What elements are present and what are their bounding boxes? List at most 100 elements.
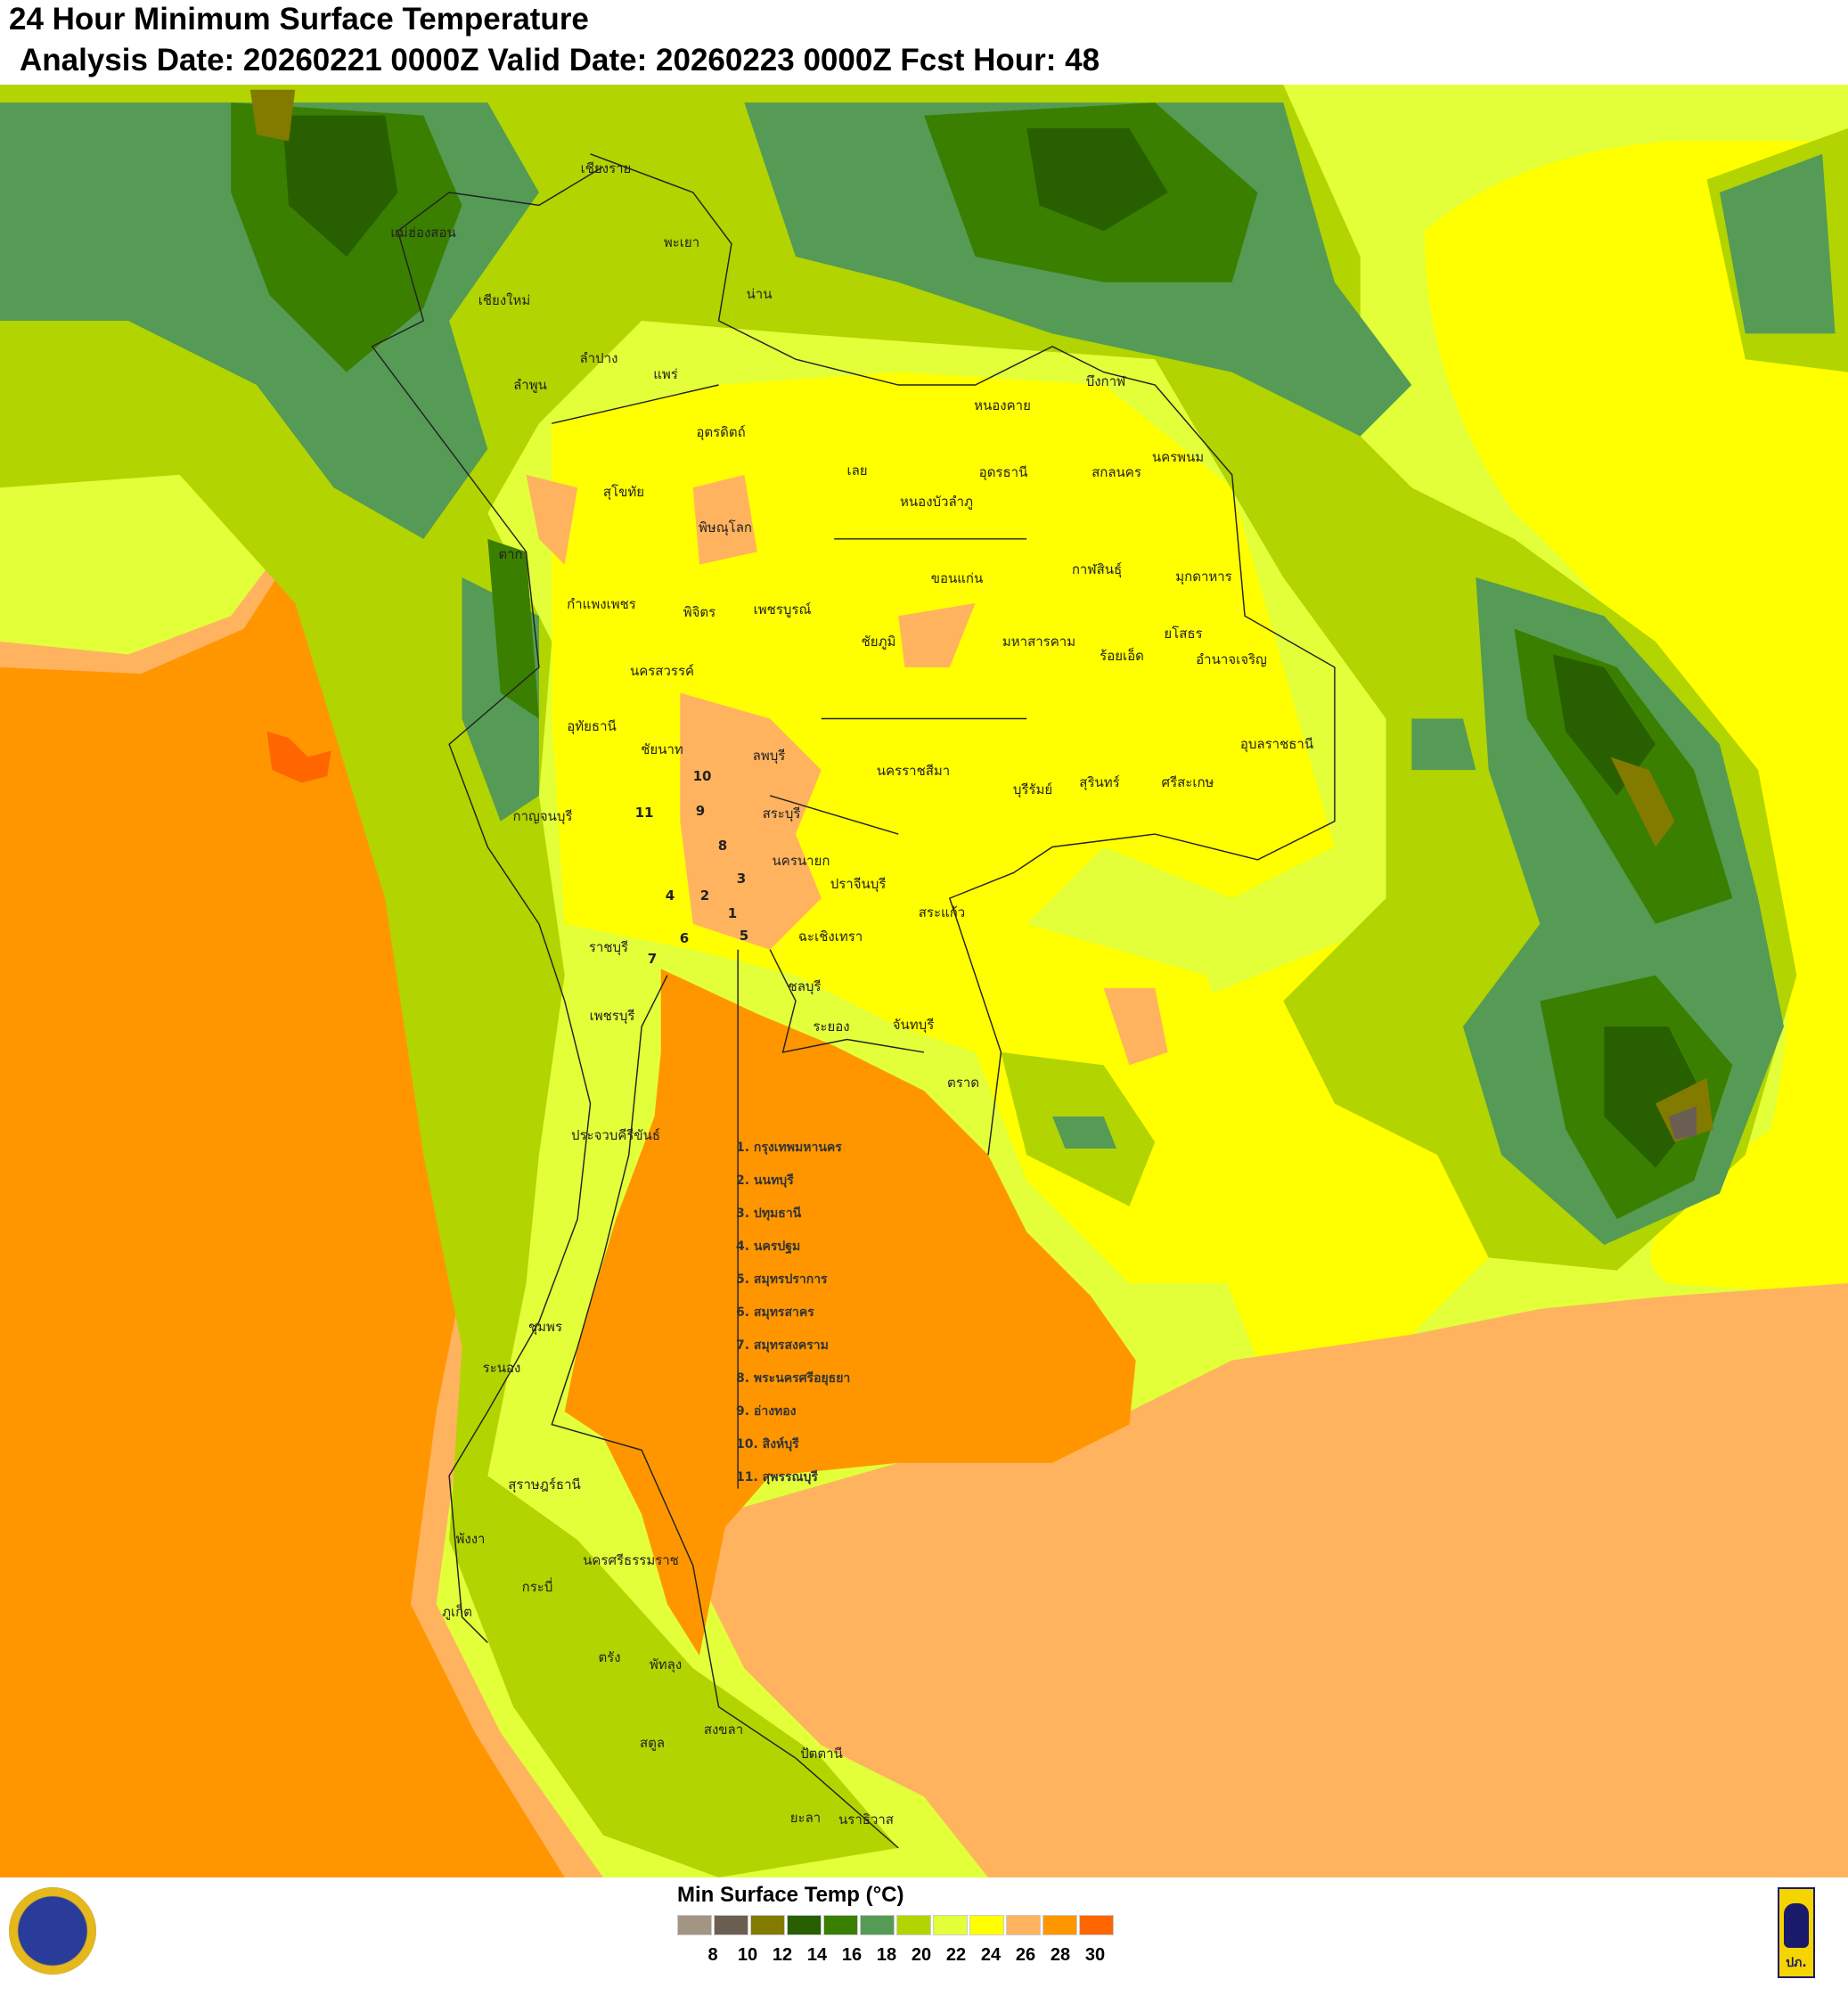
province-label: ยะลา: [789, 1810, 822, 1826]
legend-tick-label: 8: [707, 1945, 718, 1965]
legend-swatch: [1079, 1915, 1114, 1935]
legend-swatch: [823, 1915, 858, 1935]
province-label: อุทัยธานี: [567, 718, 617, 734]
province-label: สระบุรี: [762, 806, 801, 822]
province-label: อุบลราชธานี: [1239, 736, 1314, 752]
map-subtitle: Analysis Date: 20260221 0000Z Valid Date…: [20, 43, 1100, 78]
legend-tick-label: 18: [876, 1945, 897, 1965]
key-item: 5. สมุทรปราการ: [736, 1272, 828, 1287]
map-number: 4: [665, 887, 675, 904]
province-label: นครศรีธรรมราช: [583, 1552, 679, 1568]
province-label: พะเยา: [663, 234, 700, 250]
temp-zone-red-patch: [266, 731, 331, 783]
province-label: อำนาจเจริญ: [1196, 651, 1267, 667]
province-label: ชุมพร: [527, 1319, 563, 1335]
province-label: ลำพูน: [513, 377, 547, 393]
dpm-logo-text: ปภ.: [1786, 1956, 1807, 1970]
province-label: ปราจีนบุรี: [830, 876, 887, 892]
province-label: ตาก: [498, 546, 523, 562]
legend-tick-label: 26: [1015, 1945, 1036, 1965]
agency-emblem-logo: [9, 1887, 96, 1975]
key-item: 8. พระนครศรีอยุธยา: [736, 1371, 851, 1386]
province-label: ประจวบคีรีขันธ์: [570, 1127, 661, 1143]
key-item: 7. สมุทรสงคราม: [736, 1338, 829, 1353]
temp-zone-10-12: [249, 89, 1713, 1142]
province-label: บึงกาฬ: [1085, 373, 1126, 389]
legend-tick-label: 22: [945, 1945, 967, 1965]
legend-swatch: [714, 1915, 748, 1935]
province-label: อุตรดิตถ์: [696, 424, 746, 440]
province-label: อุดรธานี: [978, 464, 1028, 480]
key-item: 1. กรุงเทพมหานคร: [736, 1141, 842, 1155]
legend-swatch: [1043, 1915, 1077, 1935]
legend-tick-label: 28: [1050, 1945, 1071, 1965]
province-label: พิจิตร: [683, 604, 716, 620]
temp-zone-yellow-east: [1424, 141, 1848, 1296]
province-label: นครสวรรค์: [629, 663, 695, 679]
legend-swatch: [1006, 1915, 1041, 1935]
province-label: ตรัง: [598, 1649, 621, 1665]
province-label: สุโขทัย: [602, 484, 645, 500]
legend-tick-label: 14: [806, 1945, 828, 1965]
province-label: นครราชสีมา: [876, 763, 951, 779]
province-label: น่าน: [746, 286, 773, 302]
map-number: 11: [634, 805, 654, 821]
province-label: ยโสธร: [1164, 626, 1203, 642]
province-label: จันทบุรี: [892, 1017, 935, 1033]
key-item: 3. ปทุมธานี: [736, 1206, 802, 1221]
province-label: ลำปาง: [579, 350, 618, 366]
province-label: สุราษฎร์ธานี: [508, 1476, 581, 1493]
province-label: พัทลุง: [649, 1656, 683, 1673]
temp-zone-lightorange-sea: [706, 1283, 1848, 1877]
province-label: นครพนม: [1151, 449, 1205, 465]
province-borders: [371, 153, 1336, 1849]
key-item: 2. นนทบุรี: [736, 1174, 794, 1188]
legend-tick-label: 24: [980, 1945, 1002, 1965]
map-number: 1: [727, 905, 738, 921]
province-label: เชียงใหม่: [478, 292, 531, 308]
province-label: ร้อยเอ็ด: [1100, 648, 1144, 664]
dpm-logo: ปภ.: [1778, 1887, 1815, 1978]
map-title: 24 Hour Minimum Surface Temperature: [9, 2, 589, 37]
province-label: ตราด: [947, 1075, 979, 1091]
province-label: ระนอง: [482, 1360, 521, 1376]
legend-swatch: [787, 1915, 822, 1935]
numbered-province-key: 1. กรุงเทพมหานคร 2. นนทบุรี 3. ปทุมธานี …: [736, 1132, 850, 1494]
map-number: 8: [717, 838, 728, 854]
province-label: แพร่: [653, 366, 678, 382]
map-number: 7: [647, 951, 658, 967]
province-label: หนองบัวลำภู: [900, 494, 973, 510]
map-number: 6: [679, 930, 690, 946]
temp-zone-8-10: [1668, 1106, 1697, 1140]
temp-zone-lightorange-central: [680, 692, 822, 950]
province-label: พิษณุโลก: [698, 519, 753, 536]
province-label: นราธิวาส: [838, 1812, 894, 1828]
province-label: เพชรบูรณ์: [753, 601, 812, 618]
temperature-map: [0, 85, 1848, 1877]
province-label: ชัยภูมิ: [861, 634, 896, 650]
key-item: 6. สมุทรสาคร: [736, 1305, 814, 1320]
map-number: 9: [695, 803, 706, 819]
key-item: 10. สิงห์บุรี: [736, 1437, 799, 1452]
legend-tick-label: 30: [1084, 1945, 1106, 1965]
province-label: สุรินทร์: [1079, 774, 1120, 790]
province-label: นครนายก: [772, 853, 830, 869]
temp-zone-orange-andaman: [0, 538, 565, 1877]
province-label: กาญจนบุรี: [512, 808, 573, 824]
province-label: เพชรบุรี: [589, 1008, 635, 1024]
map-number: 10: [692, 768, 712, 784]
legend-swatch: [969, 1915, 1004, 1935]
map-number: 3: [736, 871, 747, 887]
province-label: หนองคาย: [974, 397, 1031, 413]
key-item: 9. อ่างทอง: [736, 1404, 797, 1419]
legend-tick-label: 12: [772, 1945, 793, 1965]
province-label: สงขลา: [703, 1722, 744, 1738]
map-number: 5: [739, 928, 749, 944]
province-label: กระบี่: [521, 1579, 553, 1595]
key-item: 11. สุพรรณบุรี: [736, 1470, 818, 1484]
province-label: ภูเก็ต: [442, 1604, 472, 1620]
province-label: เลย: [846, 462, 868, 478]
province-label: สตูล: [639, 1735, 666, 1751]
hand-icon: [1784, 1903, 1809, 1948]
province-label: มหาสารคาม: [1002, 634, 1076, 650]
